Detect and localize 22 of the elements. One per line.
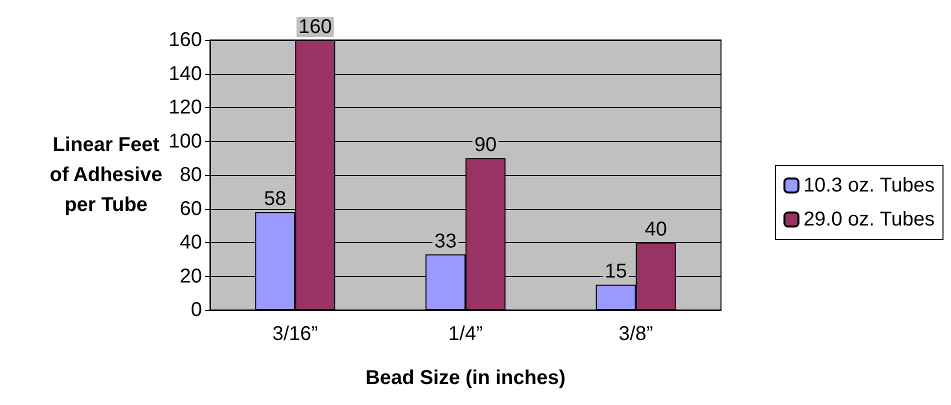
y-tick-label: 140: [168, 62, 202, 85]
y-tick-label: 120: [168, 96, 202, 118]
y-tick-label: 40: [180, 232, 202, 254]
y-tick-label: 160: [168, 29, 202, 51]
legend-label: 10.3 oz. Tubes: [803, 174, 935, 196]
data-label: 58: [264, 188, 286, 210]
y-tick-label: 60: [180, 198, 202, 220]
data-label: 160: [298, 16, 332, 38]
x-tick-label: 1/4”: [448, 323, 483, 345]
legend-label: 29.0 oz. Tubes: [803, 208, 935, 230]
data-label: 33: [434, 230, 457, 252]
data-label: 90: [474, 134, 497, 156]
data-label: 15: [604, 260, 627, 283]
x-tick-label: 3/16”: [272, 323, 318, 345]
y-tick-label: 0: [190, 299, 202, 321]
y-tick-label: 80: [180, 164, 202, 186]
y-axis-title: Linear Feet of Adhesive per Tube: [50, 134, 162, 216]
y-tick-label: 100: [168, 130, 202, 152]
x-tick-label: 3/8”: [618, 323, 654, 345]
y-tick-label: 20: [180, 265, 202, 288]
x-axis-title: Bead Size (in inches): [365, 367, 566, 389]
data-label: 40: [644, 218, 667, 240]
